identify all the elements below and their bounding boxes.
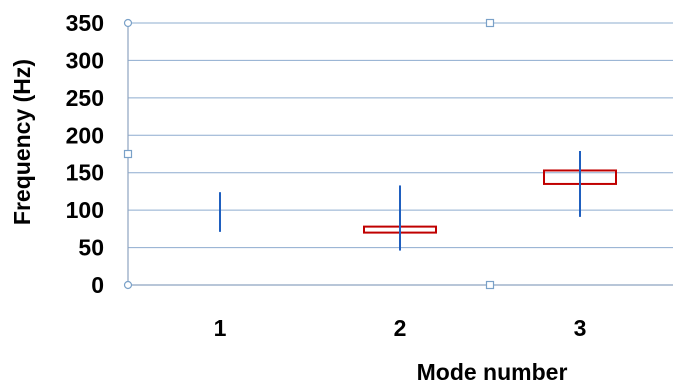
y-tick-label: 50 [78,235,104,261]
x-tick-labels: 1 2 3 [214,315,587,341]
selection-handle[interactable] [123,280,133,290]
data-marks [219,151,617,251]
y-tick-label: 250 [66,85,104,111]
x-tick-label: 2 [394,315,407,341]
selection-handle[interactable] [123,149,133,159]
y-tick-label: 0 [91,272,104,298]
selection-handle[interactable] [485,280,495,290]
x-tick-label: 3 [574,315,587,341]
x-axis-title: Mode number [417,359,568,385]
x-tick-label: 1 [214,315,227,341]
y-tick-label: 350 [66,10,104,36]
selection-handle[interactable] [123,18,133,28]
selection-handles[interactable] [123,18,495,290]
gridlines [128,22,673,249]
y-tick-labels: 0 50 100 150 200 250 300 350 [66,10,104,298]
y-tick-label: 300 [66,47,104,73]
y-axis-title: Frequency (Hz) [9,59,35,225]
y-tick-label: 150 [66,160,104,186]
selection-handle[interactable] [485,18,495,28]
y-tick-label: 200 [66,122,104,148]
y-tick-label: 100 [66,197,104,223]
